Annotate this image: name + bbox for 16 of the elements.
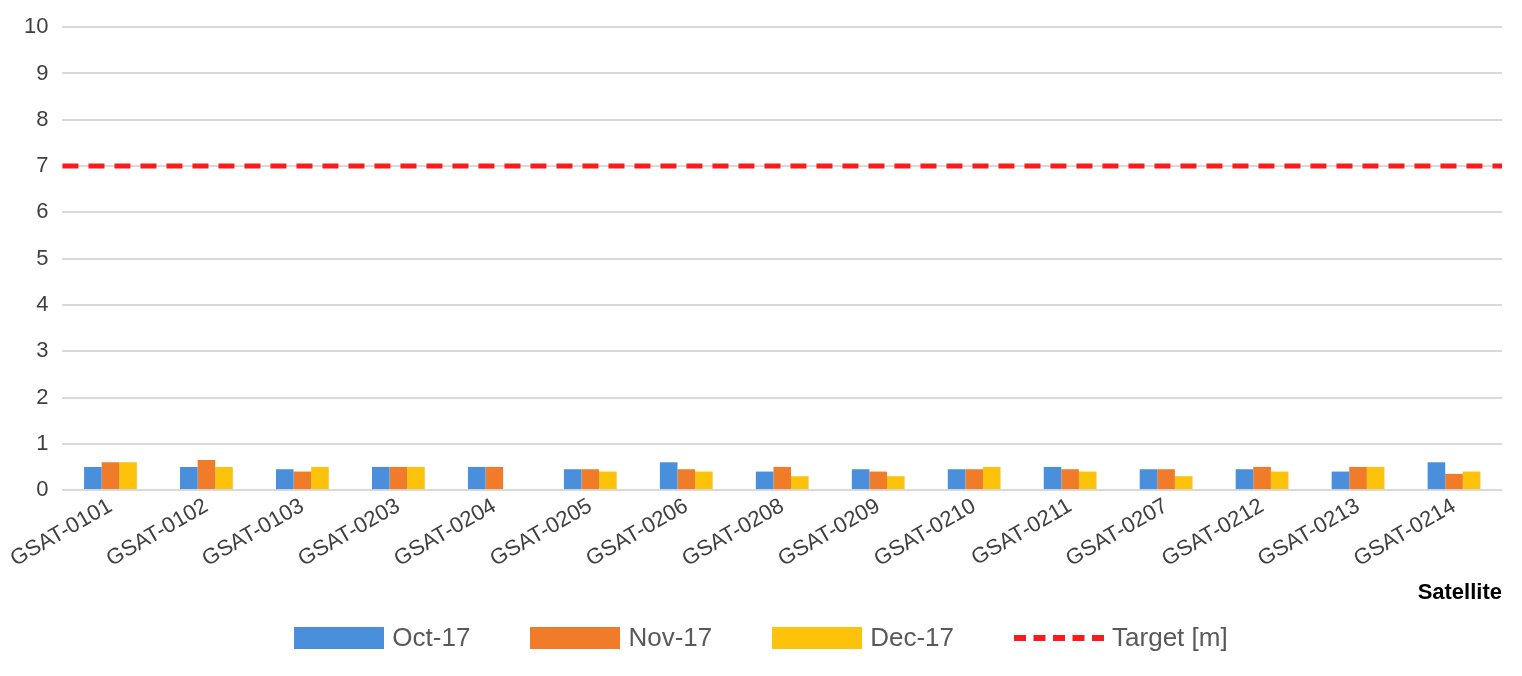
y-tick-label: 5 (36, 244, 49, 270)
y-tick-label: 3 (36, 337, 49, 363)
legend-label: Oct-17 (392, 622, 471, 653)
y-tick-label: 8 (36, 105, 49, 131)
y-tick-label: 10 (23, 13, 49, 39)
x-axis-title: Satellite (1417, 578, 1502, 604)
y-tick-label: 4 (36, 290, 49, 316)
legend-label: Dec-17 (870, 622, 955, 653)
y-tick-label: 0 (36, 476, 49, 502)
y-tick-label: 1 (36, 429, 49, 455)
y-tick-label: 7 (36, 152, 49, 178)
legend-label: Target [m] (1112, 622, 1228, 653)
y-tick-label: 6 (36, 198, 49, 224)
y-tick-label: 9 (36, 59, 49, 85)
y-tick-label: 2 (36, 383, 49, 409)
legend-label: Nov-17 (628, 622, 713, 653)
